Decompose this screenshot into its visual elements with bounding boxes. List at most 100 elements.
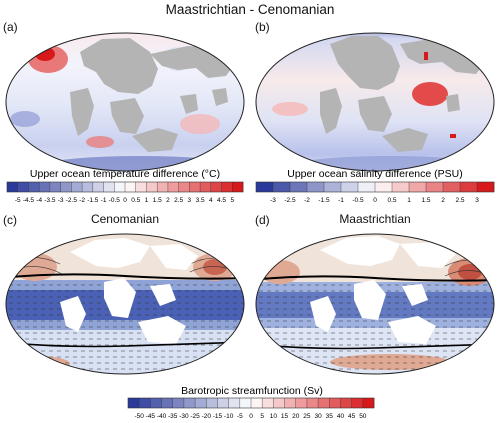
temperature-colorbar-tick-label: 0 bbox=[123, 197, 127, 204]
temperature-colorbar-tick-label: 4 bbox=[209, 197, 213, 204]
streamfunction-colorbar-swatch bbox=[228, 398, 241, 408]
temperature-colorbar-swatch bbox=[200, 182, 212, 192]
temperature-colorbar-tick-label: 1 bbox=[145, 197, 149, 204]
streamfunction-colorbar-tick-label: -25 bbox=[190, 413, 200, 420]
temperature-colorbar-swatch bbox=[71, 182, 83, 192]
salinity-colorbar-tick-label: 2.5 bbox=[455, 197, 464, 204]
streamfunction-colorbar-swatch bbox=[128, 398, 140, 408]
streamfunction-colorbar-tick-label: 50 bbox=[359, 413, 367, 420]
temperature-colorbar-tick-label: -2.5 bbox=[66, 197, 78, 204]
temperature-colorbar-swatch bbox=[221, 182, 233, 192]
panel-c-label: (c) bbox=[3, 213, 17, 227]
streamfunction-colorbar-swatch bbox=[295, 398, 308, 408]
streamfunction-colorbar-tick-label: -50 bbox=[134, 413, 144, 420]
streamfunction-colorbar-swatch bbox=[139, 398, 151, 408]
streamfunction-colorbar-swatch bbox=[195, 398, 207, 408]
salinity-colorbar-swatch bbox=[290, 182, 308, 192]
streamfunction-colorbar-swatch bbox=[284, 398, 297, 408]
temperature-colorbar-tick-label: 2 bbox=[166, 197, 170, 204]
streamfunction-colorbar-tick-label: 15 bbox=[281, 413, 289, 420]
panel-c-title: Cenomanian bbox=[90, 212, 160, 226]
salinity-colorbar-title: Upper ocean salinity difference (PSU) bbox=[287, 168, 462, 180]
streamfunction-colorbar-swatch bbox=[329, 398, 341, 408]
temperature-colorbar-swatch bbox=[103, 182, 115, 192]
temperature-colorbar-tick-label: -1.5 bbox=[87, 197, 99, 204]
salinity-colorbar-swatch bbox=[307, 182, 325, 192]
streamfunction-colorbar-tick-label: 35 bbox=[326, 413, 334, 420]
streamfunction-colorbar-swatch bbox=[318, 398, 330, 408]
temperature-colorbar-swatch bbox=[7, 182, 19, 192]
salinity-colorbar: Upper ocean salinity difference (PSU) -3… bbox=[255, 168, 495, 204]
temperature-colorbar-swatch bbox=[39, 182, 51, 192]
salinity-colorbar-tick-label: 2 bbox=[441, 197, 445, 204]
streamfunction-colorbar-tick-label: -35 bbox=[168, 413, 178, 420]
salinity-difference-map bbox=[255, 32, 495, 172]
temperature-colorbar-swatch bbox=[146, 182, 158, 192]
panel-b-label: (b) bbox=[255, 20, 270, 34]
streamfunction-colorbar-tick-label: -45 bbox=[146, 413, 156, 420]
salinity-colorbar-swatch bbox=[324, 182, 342, 192]
streamfunction-colorbar-tick-label: 25 bbox=[303, 413, 311, 420]
streamfunction-colorbar-title: Barotropic streamfunction (Sv) bbox=[181, 385, 323, 397]
temperature-colorbar-tick-label: -4 bbox=[36, 197, 42, 204]
temperature-difference-map bbox=[5, 32, 245, 172]
streamfunction-colorbar-swatch bbox=[306, 398, 319, 408]
temperature-colorbar-title: Upper ocean temperature difference (°C) bbox=[30, 168, 220, 180]
streamfunction-colorbar-tick-label: 45 bbox=[348, 413, 356, 420]
salinity-colorbar-swatch bbox=[409, 182, 427, 192]
streamfunction-colorbar-swatch bbox=[206, 398, 218, 408]
streamfunction-colorbar-swatch bbox=[150, 398, 162, 408]
streamfunction-colorbar-tick-label: -20 bbox=[202, 413, 212, 420]
panel-a-label: (a) bbox=[3, 20, 18, 34]
temperature-colorbar-swatch bbox=[167, 182, 179, 192]
salinity-colorbar-swatch bbox=[256, 182, 274, 192]
salinity-colorbar-tick-label: -1.5 bbox=[318, 197, 330, 204]
temperature-colorbar-swatch bbox=[135, 182, 147, 192]
salinity-colorbar-swatch bbox=[375, 182, 393, 192]
salinity-colorbar-tick-label: 3 bbox=[475, 197, 479, 204]
temperature-colorbar-swatch bbox=[17, 182, 29, 192]
temperature-colorbar-swatch bbox=[28, 182, 40, 192]
temperature-colorbar-tick-label: 2.5 bbox=[174, 197, 183, 204]
temperature-colorbar-tick-label: -5 bbox=[15, 197, 21, 204]
streamfunction-colorbar-tick-label: 20 bbox=[292, 413, 300, 420]
temperature-colorbar-tick-label: -4.5 bbox=[23, 197, 35, 204]
streamfunction-colorbar-tick-label: 30 bbox=[314, 413, 322, 420]
salinity-colorbar-tick-label: 1 bbox=[407, 197, 411, 204]
temperature-colorbar-tick-label: -2 bbox=[79, 197, 85, 204]
salinity-colorbar-swatch bbox=[392, 182, 410, 192]
panel-d-title: Maastrichtian bbox=[339, 212, 411, 226]
streamfunction-colorbar-swatch bbox=[217, 398, 229, 408]
salinity-colorbar-tick-label: -0.5 bbox=[352, 197, 364, 204]
temperature-colorbar-tick-label: -3.5 bbox=[44, 197, 56, 204]
figure-title: Maastrichtian - Cenomanian bbox=[165, 2, 335, 17]
salinity-colorbar-swatch bbox=[273, 182, 291, 192]
temperature-colorbar-tick-label: 0.5 bbox=[131, 197, 140, 204]
panel-d-label: (d) bbox=[255, 213, 270, 227]
temperature-colorbar-swatch bbox=[232, 182, 244, 192]
salinity-colorbar-tick-label: -2 bbox=[304, 197, 310, 204]
streamfunction-colorbar-tick-label: 5 bbox=[260, 413, 264, 420]
streamfunction-colorbar-swatch bbox=[262, 398, 274, 408]
streamfunction-colorbar-swatch bbox=[239, 398, 252, 408]
streamfunction-colorbar-tick-label: 40 bbox=[337, 413, 345, 420]
salinity-colorbar-swatch bbox=[443, 182, 461, 192]
temperature-colorbar-swatch bbox=[210, 182, 222, 192]
streamfunction-colorbar-tick-label: -40 bbox=[157, 413, 167, 420]
salinity-colorbar-tick-label: 0.5 bbox=[387, 197, 396, 204]
streamfunction-colorbar-swatch bbox=[161, 398, 174, 408]
salinity-colorbar-tick-label: -1 bbox=[338, 197, 344, 204]
streamfunction-colorbar-swatch bbox=[351, 398, 364, 408]
streamfunction-colorbar-tick-label: 10 bbox=[270, 413, 278, 420]
temperature-colorbar-swatch bbox=[114, 182, 126, 192]
streamfunction-colorbar-swatch bbox=[172, 398, 185, 408]
temperature-colorbar-tick-label: 1.5 bbox=[153, 197, 162, 204]
temperature-colorbar-tick-label: 4.5 bbox=[217, 197, 226, 204]
temperature-colorbar-swatch bbox=[82, 182, 94, 192]
temperature-colorbar-tick-label: -3 bbox=[58, 197, 64, 204]
streamfunction-colorbar-tick-label: -15 bbox=[213, 413, 223, 420]
salinity-colorbar-swatch bbox=[477, 182, 495, 192]
salinity-colorbar-swatch bbox=[426, 182, 444, 192]
streamfunction-colorbar-tick-label: -5 bbox=[237, 413, 243, 420]
streamfunction-colorbar-tick-label: 0 bbox=[249, 413, 253, 420]
